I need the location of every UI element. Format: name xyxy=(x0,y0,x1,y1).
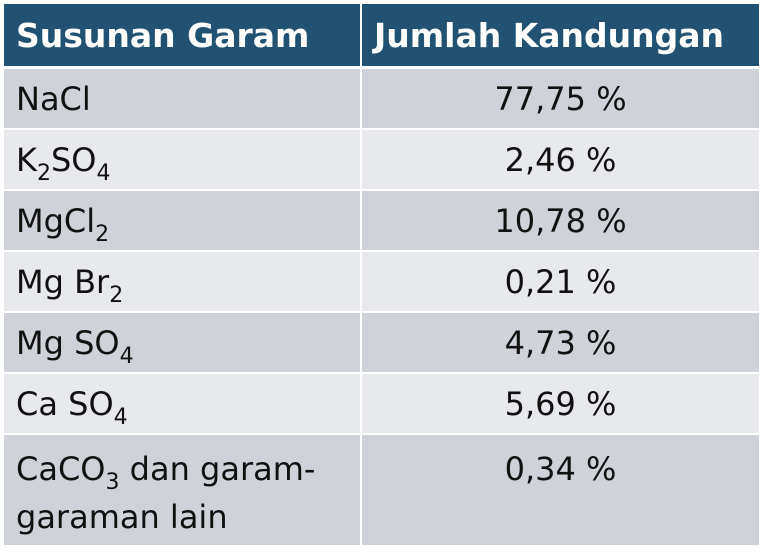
table-row: Mg Br2 0,21 % xyxy=(4,251,759,313)
table-header-row: Susunan Garam Jumlah Kandungan xyxy=(4,4,759,69)
salt-percentage: 4,73 % xyxy=(361,312,759,374)
salt-percentage: 0,34 % xyxy=(361,434,759,547)
salt-composition-table-container: Susunan Garam Jumlah Kandungan NaCl 77,7… xyxy=(4,4,759,547)
table-row: CaCO3 dan garam-garaman lain 0,34 % xyxy=(4,434,759,547)
salt-name: MgCl2 xyxy=(4,190,362,252)
salt-name: NaCl xyxy=(4,67,362,130)
salt-percentage: 0,21 % xyxy=(361,251,759,313)
salt-percentage: 2,46 % xyxy=(361,129,759,191)
salt-name: Mg Br2 xyxy=(4,251,362,313)
table-row: Ca SO4 5,69 % xyxy=(4,373,759,435)
salt-name: Mg SO4 xyxy=(4,312,362,374)
table-row: Mg SO4 4,73 % xyxy=(4,312,759,374)
salt-composition-table: Susunan Garam Jumlah Kandungan NaCl 77,7… xyxy=(4,4,759,547)
salt-name: K2SO4 xyxy=(4,129,362,191)
salt-percentage: 10,78 % xyxy=(361,190,759,252)
salt-name: Ca SO4 xyxy=(4,373,362,435)
table-row: K2SO4 2,46 % xyxy=(4,129,759,191)
table-row: NaCl 77,75 % xyxy=(4,67,759,130)
table-row: MgCl2 10,78 % xyxy=(4,190,759,252)
salt-percentage: 5,69 % xyxy=(361,373,759,435)
header-content-amount: Jumlah Kandungan xyxy=(361,4,759,69)
header-salt-composition: Susunan Garam xyxy=(4,4,362,69)
salt-percentage: 77,75 % xyxy=(361,67,759,130)
salt-name: CaCO3 dan garam-garaman lain xyxy=(4,434,362,547)
